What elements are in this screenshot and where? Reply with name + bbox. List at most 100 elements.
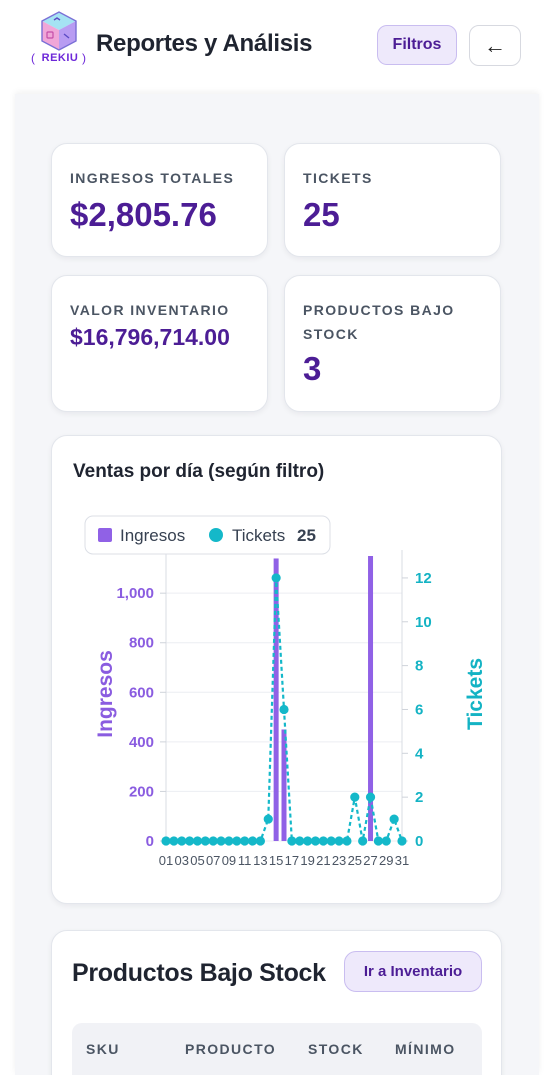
tickets-point xyxy=(263,814,273,824)
filters-button[interactable]: Filtros xyxy=(377,25,457,65)
legend-tickets-total: 25 xyxy=(297,526,316,545)
tickets-point xyxy=(381,836,391,846)
x-tick-label: 03 xyxy=(174,853,188,868)
x-tick-label: 25 xyxy=(348,853,362,868)
tickets-point xyxy=(247,836,258,846)
left-tick-label: 200 xyxy=(129,783,154,800)
tickets-point xyxy=(185,836,195,846)
x-tick-label: 13 xyxy=(253,853,267,868)
tickets-point xyxy=(216,836,226,846)
x-tick-label: 21 xyxy=(316,853,330,868)
legend-tickets-label: Tickets xyxy=(232,526,285,545)
stat-value: 25 xyxy=(303,196,340,233)
right-tick-label: 8 xyxy=(415,658,423,675)
left-tick-label: 800 xyxy=(129,635,154,652)
right-tick-label: 0 xyxy=(415,833,423,850)
table-header: SKU PRODUCTO STOCK MÍNIMO xyxy=(72,1023,482,1075)
column-header-sku[interactable]: SKU xyxy=(86,1041,120,1057)
top-header: REKIU ( ) Reportes y Análisis Filtros ← xyxy=(0,0,546,92)
tickets-point xyxy=(397,836,407,846)
logo-text: REKIU xyxy=(41,52,79,64)
tickets-point xyxy=(342,836,352,846)
stat-label-line2: STOCK xyxy=(303,326,359,342)
x-tick-label: 29 xyxy=(379,853,393,868)
tickets-point xyxy=(365,792,376,802)
left-tick-label: 0 xyxy=(146,833,154,850)
x-tick-label: 09 xyxy=(222,853,236,868)
tickets-point xyxy=(279,704,289,715)
stat-card-inventario: VALOR INVENTARIO $16,796,714.00 xyxy=(51,275,268,412)
stat-value: $2,805.76 xyxy=(70,196,217,233)
left-tick-label: 1,000 xyxy=(116,585,154,602)
tickets-point xyxy=(161,836,171,846)
go-to-inventory-button[interactable]: Ir a Inventario xyxy=(344,951,482,992)
tickets-point xyxy=(310,836,321,846)
x-tick-label: 17 xyxy=(285,853,299,868)
cube-logo-icon xyxy=(41,11,77,51)
column-header-producto[interactable]: PRODUCTO xyxy=(185,1041,277,1057)
tickets-point xyxy=(177,836,187,846)
x-tick-label: 01 xyxy=(159,853,173,868)
left-axis-title: Ingresos xyxy=(94,650,117,738)
back-button[interactable]: ← xyxy=(469,25,521,66)
legend-ingresos-swatch xyxy=(98,528,112,542)
right-tick-label: 2 xyxy=(415,789,423,806)
tickets-point xyxy=(303,836,313,846)
ingresos-bar xyxy=(281,729,287,841)
stat-card-bajo-stock: PRODUCTOS BAJO STOCK 3 xyxy=(284,275,501,412)
rekiu-logo[interactable]: REKIU ( ) xyxy=(30,8,88,70)
tickets-point xyxy=(200,836,210,846)
tickets-point xyxy=(334,836,344,846)
tickets-point xyxy=(192,836,203,846)
tickets-point xyxy=(389,814,399,824)
tickets-point xyxy=(326,836,336,846)
right-axis-title: Tickets xyxy=(464,658,487,730)
stat-label: VALOR INVENTARIO xyxy=(70,302,230,318)
stat-value: $16,796,714.00 xyxy=(70,324,230,350)
logo-bracket-right: ) xyxy=(82,51,86,65)
low-stock-card: Productos Bajo Stock Ir a Inventario SKU… xyxy=(51,930,502,1075)
stat-label: INGRESOS TOTALES xyxy=(70,170,235,186)
tickets-point xyxy=(224,836,234,846)
chart-legend-box xyxy=(84,515,331,555)
ingresos-bar xyxy=(273,558,279,841)
tickets-point xyxy=(295,836,305,846)
column-header-minimo[interactable]: MÍNIMO xyxy=(395,1041,456,1057)
stat-label: PRODUCTOS BAJO STOCK xyxy=(303,298,455,346)
tickets-point xyxy=(373,836,383,846)
tickets-point xyxy=(255,836,265,846)
legend-ingresos-label: Ingresos xyxy=(120,526,185,545)
x-tick-label: 05 xyxy=(190,853,204,868)
legend-tickets-swatch xyxy=(209,528,223,542)
stat-label-line1: PRODUCTOS BAJO xyxy=(303,302,455,318)
right-tick-label: 12 xyxy=(415,570,432,587)
chart-card: Ventas por día (según filtro) 0 200 400 600… xyxy=(51,435,502,904)
left-tick-label: 400 xyxy=(129,734,154,751)
tickets-point xyxy=(358,836,368,846)
tickets-point xyxy=(232,836,242,846)
chart-title: Ventas por día (según filtro) xyxy=(73,461,325,482)
tickets-point xyxy=(318,836,328,846)
x-tick-label: 15 xyxy=(269,853,283,868)
x-tick-label: 27 xyxy=(363,853,377,868)
stat-value: 3 xyxy=(303,350,322,387)
sales-chart[interactable]: 0 200 400 600 800 1,000 0 2 4 6 8 10 12 Ingresos Ticke… xyxy=(52,436,503,905)
right-tick-label: 4 xyxy=(415,745,424,762)
right-tick-label: 10 xyxy=(415,614,432,631)
x-tick-label: 11 xyxy=(238,853,252,868)
main-content[interactable]: INGRESOS TOTALES $2,805.76 TICKETS 25 VA… xyxy=(15,94,539,1075)
ingresos-bar xyxy=(368,556,374,841)
low-stock-title: Productos Bajo Stock xyxy=(72,959,326,987)
stat-label: TICKETS xyxy=(303,170,373,186)
logo-bracket-left: ( xyxy=(31,51,35,65)
page-title: Reportes y Análisis xyxy=(96,30,313,57)
column-header-stock[interactable]: STOCK xyxy=(308,1041,364,1057)
x-tick-label: 19 xyxy=(300,853,314,868)
tickets-point xyxy=(287,836,297,846)
tickets-point xyxy=(208,836,218,846)
x-tick-label: 07 xyxy=(206,853,220,868)
right-tick-label: 6 xyxy=(415,701,423,718)
stat-card-ingresos: INGRESOS TOTALES $2,805.76 xyxy=(51,143,268,257)
stat-card-tickets: TICKETS 25 xyxy=(284,143,501,257)
tickets-point xyxy=(350,792,360,802)
